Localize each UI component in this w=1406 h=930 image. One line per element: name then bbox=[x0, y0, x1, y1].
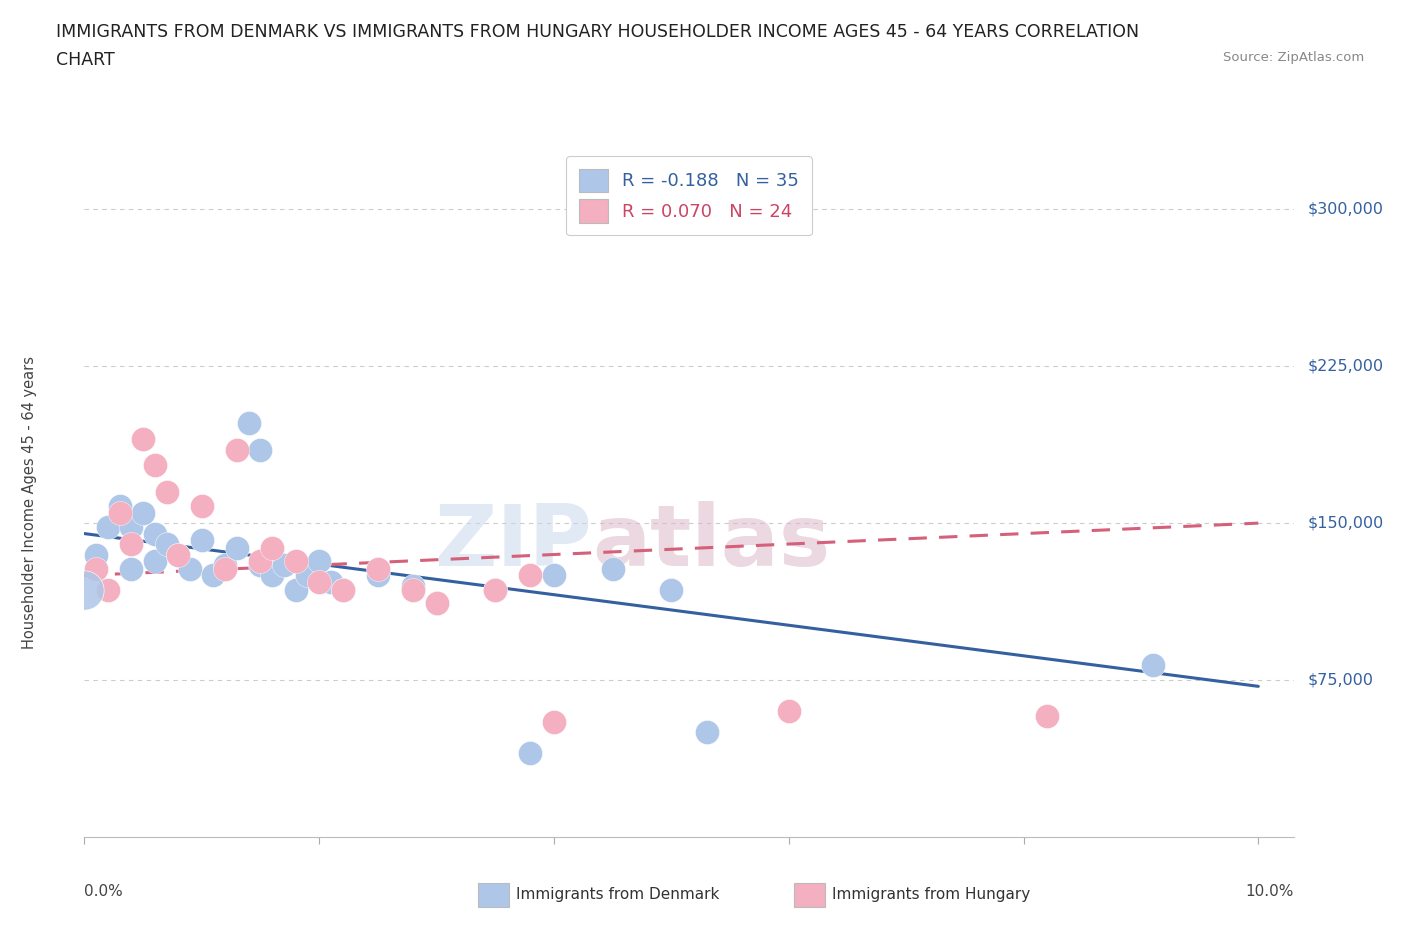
Point bbox=[226, 443, 249, 458]
Point bbox=[543, 568, 565, 583]
Point bbox=[284, 553, 307, 568]
Point bbox=[120, 562, 142, 577]
Point bbox=[190, 532, 212, 547]
Point bbox=[284, 582, 307, 598]
Text: 10.0%: 10.0% bbox=[1246, 884, 1294, 899]
Text: atlas: atlas bbox=[592, 501, 831, 584]
Point bbox=[155, 537, 177, 551]
Point bbox=[659, 582, 682, 598]
Point bbox=[108, 505, 131, 520]
Point bbox=[1142, 658, 1164, 673]
Point bbox=[97, 582, 120, 598]
Point bbox=[214, 562, 236, 577]
Point bbox=[297, 568, 319, 583]
Point bbox=[308, 575, 330, 590]
Point bbox=[132, 432, 155, 447]
Text: CHART: CHART bbox=[56, 51, 115, 69]
Point bbox=[273, 558, 295, 573]
Text: $300,000: $300,000 bbox=[1308, 202, 1384, 217]
Point bbox=[332, 582, 354, 598]
Point bbox=[262, 541, 284, 556]
Point bbox=[179, 562, 201, 577]
Point bbox=[143, 553, 166, 568]
Point bbox=[108, 499, 131, 514]
Text: Source: ZipAtlas.com: Source: ZipAtlas.com bbox=[1223, 51, 1364, 64]
Legend: R = -0.188   N = 35, R = 0.070   N = 24: R = -0.188 N = 35, R = 0.070 N = 24 bbox=[567, 156, 811, 235]
Point bbox=[73, 582, 96, 598]
Point bbox=[120, 520, 142, 535]
Point bbox=[155, 485, 177, 499]
Point bbox=[132, 505, 155, 520]
Point bbox=[484, 582, 506, 598]
Point bbox=[425, 595, 447, 610]
Point bbox=[120, 537, 142, 551]
Point bbox=[484, 582, 506, 598]
Point bbox=[84, 547, 107, 562]
Point bbox=[84, 562, 107, 577]
Text: IMMIGRANTS FROM DENMARK VS IMMIGRANTS FROM HUNGARY HOUSEHOLDER INCOME AGES 45 - : IMMIGRANTS FROM DENMARK VS IMMIGRANTS FR… bbox=[56, 23, 1139, 41]
Point bbox=[249, 553, 271, 568]
Point bbox=[519, 568, 541, 583]
Point bbox=[249, 443, 271, 458]
Text: Immigrants from Hungary: Immigrants from Hungary bbox=[832, 887, 1031, 902]
Text: ZIP: ZIP bbox=[434, 501, 592, 584]
Point bbox=[332, 582, 354, 598]
Point bbox=[249, 558, 271, 573]
Point bbox=[402, 578, 425, 593]
Point bbox=[226, 541, 249, 556]
Point bbox=[425, 595, 447, 610]
Point bbox=[602, 562, 624, 577]
Point bbox=[143, 458, 166, 472]
Text: $150,000: $150,000 bbox=[1308, 515, 1384, 531]
Point bbox=[167, 547, 190, 562]
Text: $75,000: $75,000 bbox=[1308, 672, 1374, 687]
Text: Immigrants from Denmark: Immigrants from Denmark bbox=[516, 887, 720, 902]
Point bbox=[202, 568, 225, 583]
Point bbox=[367, 562, 389, 577]
Point bbox=[308, 553, 330, 568]
Text: Householder Income Ages 45 - 64 years: Householder Income Ages 45 - 64 years bbox=[22, 355, 38, 649]
Point bbox=[143, 526, 166, 541]
Text: $225,000: $225,000 bbox=[1308, 359, 1384, 374]
Point bbox=[319, 575, 342, 590]
Point bbox=[190, 499, 212, 514]
Point bbox=[97, 520, 120, 535]
Point bbox=[238, 415, 260, 430]
Point bbox=[778, 704, 800, 719]
Point bbox=[367, 568, 389, 583]
Point bbox=[402, 582, 425, 598]
Point bbox=[519, 746, 541, 761]
Point bbox=[1036, 709, 1059, 724]
Point bbox=[262, 568, 284, 583]
Point bbox=[167, 547, 190, 562]
Point bbox=[214, 558, 236, 573]
Text: 0.0%: 0.0% bbox=[84, 884, 124, 899]
Point bbox=[543, 714, 565, 729]
Point bbox=[696, 725, 718, 740]
